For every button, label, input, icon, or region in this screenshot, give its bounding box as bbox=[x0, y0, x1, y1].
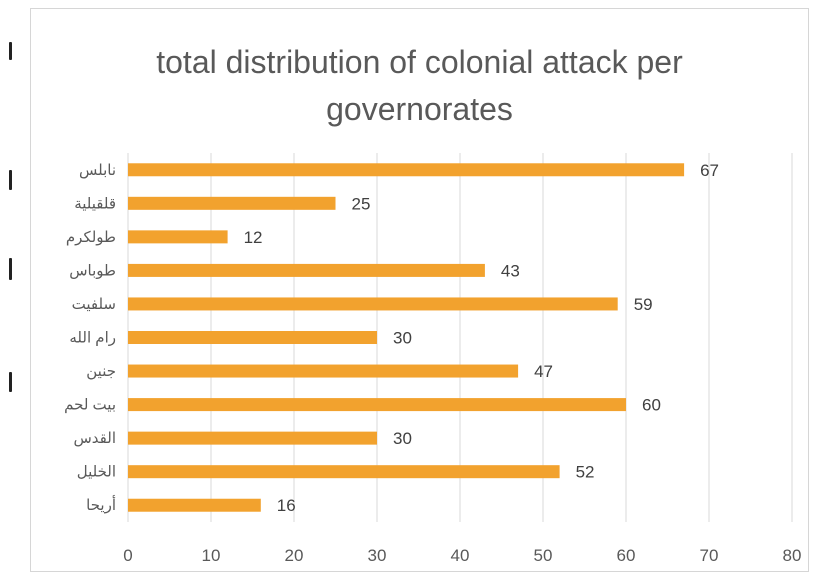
category-label-4: سلفيت bbox=[72, 296, 116, 313]
category-label-2: طولكرم bbox=[66, 229, 116, 246]
chart-title-line-1: total distribution of colonial attack pe… bbox=[156, 44, 683, 80]
bar-7 bbox=[128, 398, 626, 412]
category-label-8: القدس bbox=[73, 430, 116, 447]
bar-9 bbox=[128, 465, 560, 479]
bar-4 bbox=[128, 297, 618, 311]
bar-1 bbox=[128, 196, 336, 210]
category-label-3: طوباس bbox=[69, 262, 116, 279]
data-label-7: 60 bbox=[642, 396, 661, 415]
data-label-2: 12 bbox=[244, 228, 263, 247]
category-label-5: رام الله bbox=[69, 330, 116, 347]
data-label-3: 43 bbox=[501, 261, 520, 280]
x-tick-label-50: 50 bbox=[534, 546, 553, 565]
left-edge-fragment bbox=[0, 0, 24, 577]
data-label-10: 16 bbox=[277, 496, 296, 515]
data-label-9: 52 bbox=[576, 463, 595, 482]
x-tick-label-0: 0 bbox=[123, 546, 132, 565]
bar-6 bbox=[128, 364, 519, 378]
category-label-1: قلقيلية bbox=[74, 195, 116, 212]
bar-2 bbox=[128, 230, 228, 244]
x-tick-label-20: 20 bbox=[285, 546, 304, 565]
x-tick-label-60: 60 bbox=[617, 546, 636, 565]
data-label-8: 30 bbox=[393, 429, 412, 448]
chart-title-line-2: governorates bbox=[326, 91, 513, 127]
data-label-5: 30 bbox=[393, 329, 412, 348]
category-label-10: أريحا bbox=[86, 495, 116, 514]
bar-0 bbox=[128, 163, 685, 177]
category-label-0: نابلس bbox=[79, 162, 116, 179]
data-label-0: 67 bbox=[700, 161, 719, 180]
x-tick-label-10: 10 bbox=[202, 546, 221, 565]
data-label-4: 59 bbox=[634, 295, 653, 314]
x-tick-label-30: 30 bbox=[368, 546, 387, 565]
category-label-6: جنين bbox=[86, 363, 116, 380]
bar-8 bbox=[128, 431, 377, 445]
category-label-9: الخليل bbox=[77, 464, 116, 481]
x-tick-label-40: 40 bbox=[451, 546, 470, 565]
data-label-1: 25 bbox=[352, 194, 371, 213]
bar-5 bbox=[128, 331, 377, 344]
category-label-7: بيت لحم bbox=[64, 397, 116, 414]
bar-10 bbox=[128, 498, 261, 512]
x-tick-label-70: 70 bbox=[700, 546, 719, 565]
data-label-6: 47 bbox=[534, 362, 553, 381]
x-tick-label-80: 80 bbox=[783, 546, 802, 565]
bar-3 bbox=[128, 263, 485, 277]
